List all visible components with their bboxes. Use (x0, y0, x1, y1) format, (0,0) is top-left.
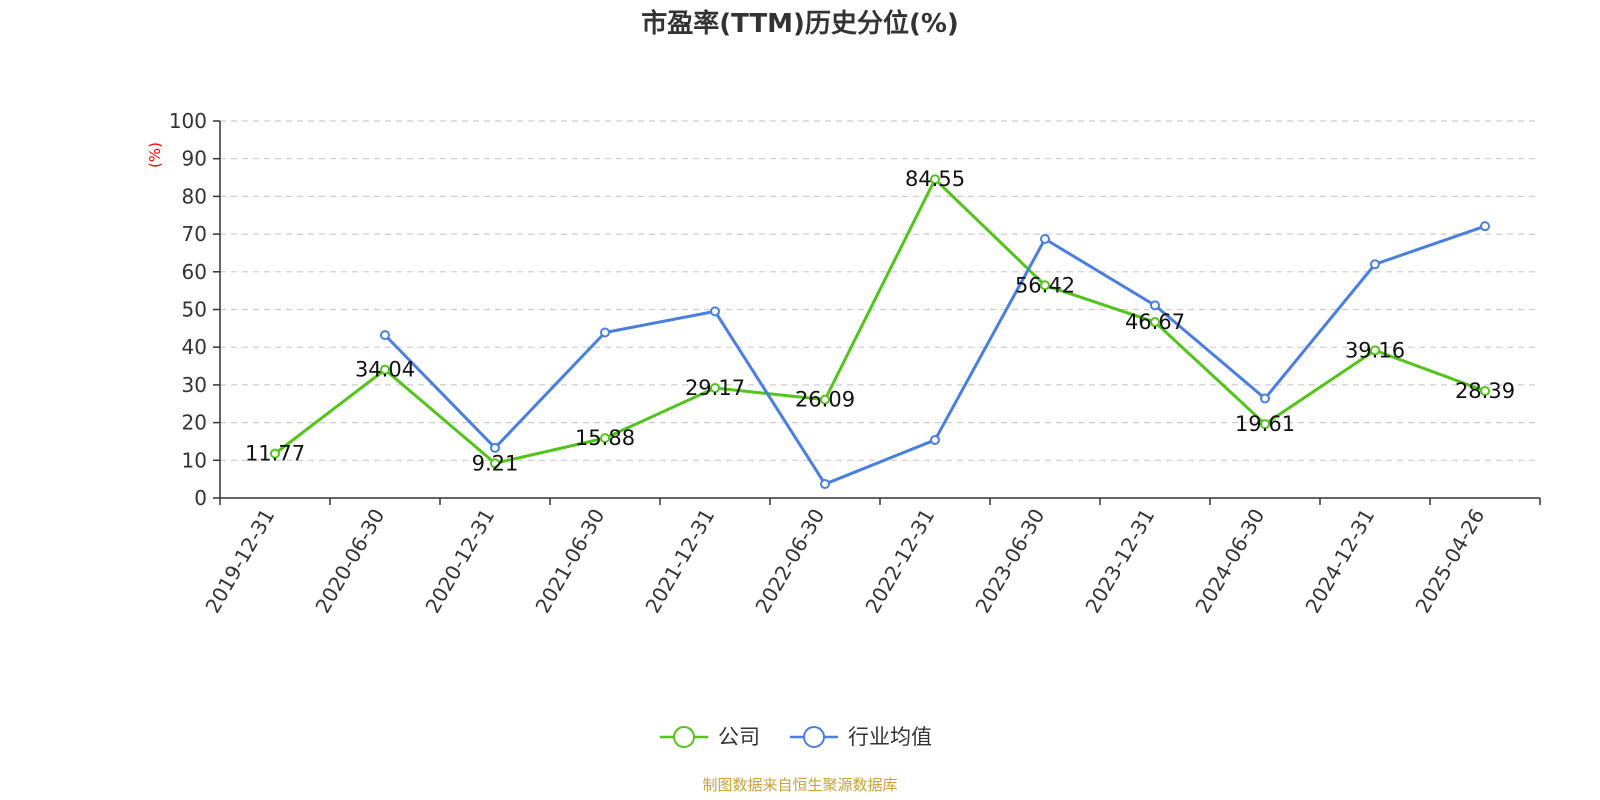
source-note: 制图数据来自恒生聚源数据库 (702, 776, 897, 794)
data-point-industry[interactable] (710, 306, 720, 317)
y-tick-label: 50 (182, 298, 207, 322)
data-point-industry[interactable] (380, 330, 390, 341)
data-label-company: 46.67 (1125, 310, 1185, 334)
data-point-industry[interactable] (600, 327, 610, 338)
data-label-company: 26.09 (795, 388, 855, 412)
data-label-company: 19.61 (1235, 412, 1295, 436)
y-tick-label: 10 (182, 448, 207, 472)
x-tick-label: 2025-04-26 (1410, 505, 1489, 618)
data-point-industry[interactable] (1150, 300, 1160, 311)
y-tick-label: 0 (194, 486, 207, 510)
y-tick-label: 80 (182, 184, 207, 208)
data-label-company: 11.77 (245, 442, 305, 466)
data-point-company[interactable] (600, 433, 610, 444)
x-tick-label: 2022-06-30 (750, 505, 829, 618)
data-labels: 11.77 34.04 9.21 15.88 29.17 26.09 84.55 56.42 4… (245, 167, 1515, 475)
data-label-company: 9.21 (472, 451, 519, 475)
x-tick-label: 2024-06-30 (1190, 505, 1269, 618)
x-tick-label: 2023-12-31 (1080, 505, 1159, 618)
x-tick-label: 2024-12-31 (1300, 505, 1379, 618)
data-label-company: 39.16 (1345, 338, 1405, 362)
legend[interactable]: 公司 行业均值 (660, 725, 932, 749)
y-tick-label: 60 (182, 260, 207, 284)
data-label-company: 34.04 (355, 358, 415, 382)
y-tick-label: 30 (182, 373, 207, 397)
data-label-company: 56.42 (1015, 273, 1075, 297)
y-tick-label: 70 (182, 222, 207, 246)
data-point-industry[interactable] (490, 442, 500, 453)
x-tick-label: 2021-06-30 (530, 505, 609, 618)
data-point-company[interactable] (820, 394, 830, 405)
y-tick-label: 100 (169, 109, 207, 133)
data-point-industry[interactable] (930, 434, 940, 445)
legend-company-marker (673, 726, 695, 748)
data-label-company: 28.39 (1455, 379, 1515, 403)
x-tick-label: 2023-06-30 (970, 505, 1049, 618)
x-tick-label: 2020-12-31 (420, 505, 499, 618)
y-tick-label: 20 (182, 411, 207, 435)
data-point-industry[interactable] (1480, 221, 1490, 232)
data-point-industry[interactable] (1370, 259, 1380, 270)
data-point-company[interactable] (1040, 280, 1050, 291)
data-label-company: 15.88 (575, 426, 635, 450)
y-tick-label: 90 (182, 147, 207, 171)
y-axis-label: (%) (146, 142, 164, 168)
data-point-company[interactable] (380, 364, 390, 375)
data-point-industry[interactable] (820, 479, 830, 490)
legend-company-label: 公司 (718, 725, 760, 749)
series-line-company (274, 177, 1486, 465)
data-point-company[interactable] (1370, 345, 1380, 356)
data-point-company[interactable] (1480, 385, 1490, 396)
legend-industry-label: 行业均值 (848, 725, 932, 749)
series-line-industry (383, 224, 1486, 486)
grid-lines (220, 120, 1540, 461)
data-point-industry[interactable] (1040, 234, 1050, 245)
x-tick-label: 2020-06-30 (310, 505, 389, 618)
x-tick-label: 2019-12-31 (200, 505, 279, 618)
data-point-company[interactable] (490, 458, 500, 469)
chart-title: 市盈率(TTM)历史分位(%) (641, 8, 959, 39)
data-point-company[interactable] (930, 174, 940, 185)
series-layer (270, 174, 1490, 490)
data-label-company: 29.17 (685, 376, 745, 400)
legend-industry-marker (803, 726, 825, 748)
data-point-company[interactable] (1150, 317, 1160, 328)
y-tick-label: 40 (182, 335, 207, 359)
data-label-company: 84.55 (905, 167, 965, 191)
x-tick-label: 2022-12-31 (860, 505, 939, 618)
legend-item-company[interactable]: 公司 (660, 725, 760, 749)
legend-item-industry[interactable]: 行业均值 (790, 725, 932, 749)
data-point-industry[interactable] (1260, 393, 1270, 404)
data-point-company[interactable] (270, 448, 280, 459)
data-point-company[interactable] (710, 383, 720, 394)
data-point-company[interactable] (1260, 419, 1270, 430)
x-tick-label: 2021-12-31 (640, 505, 719, 618)
